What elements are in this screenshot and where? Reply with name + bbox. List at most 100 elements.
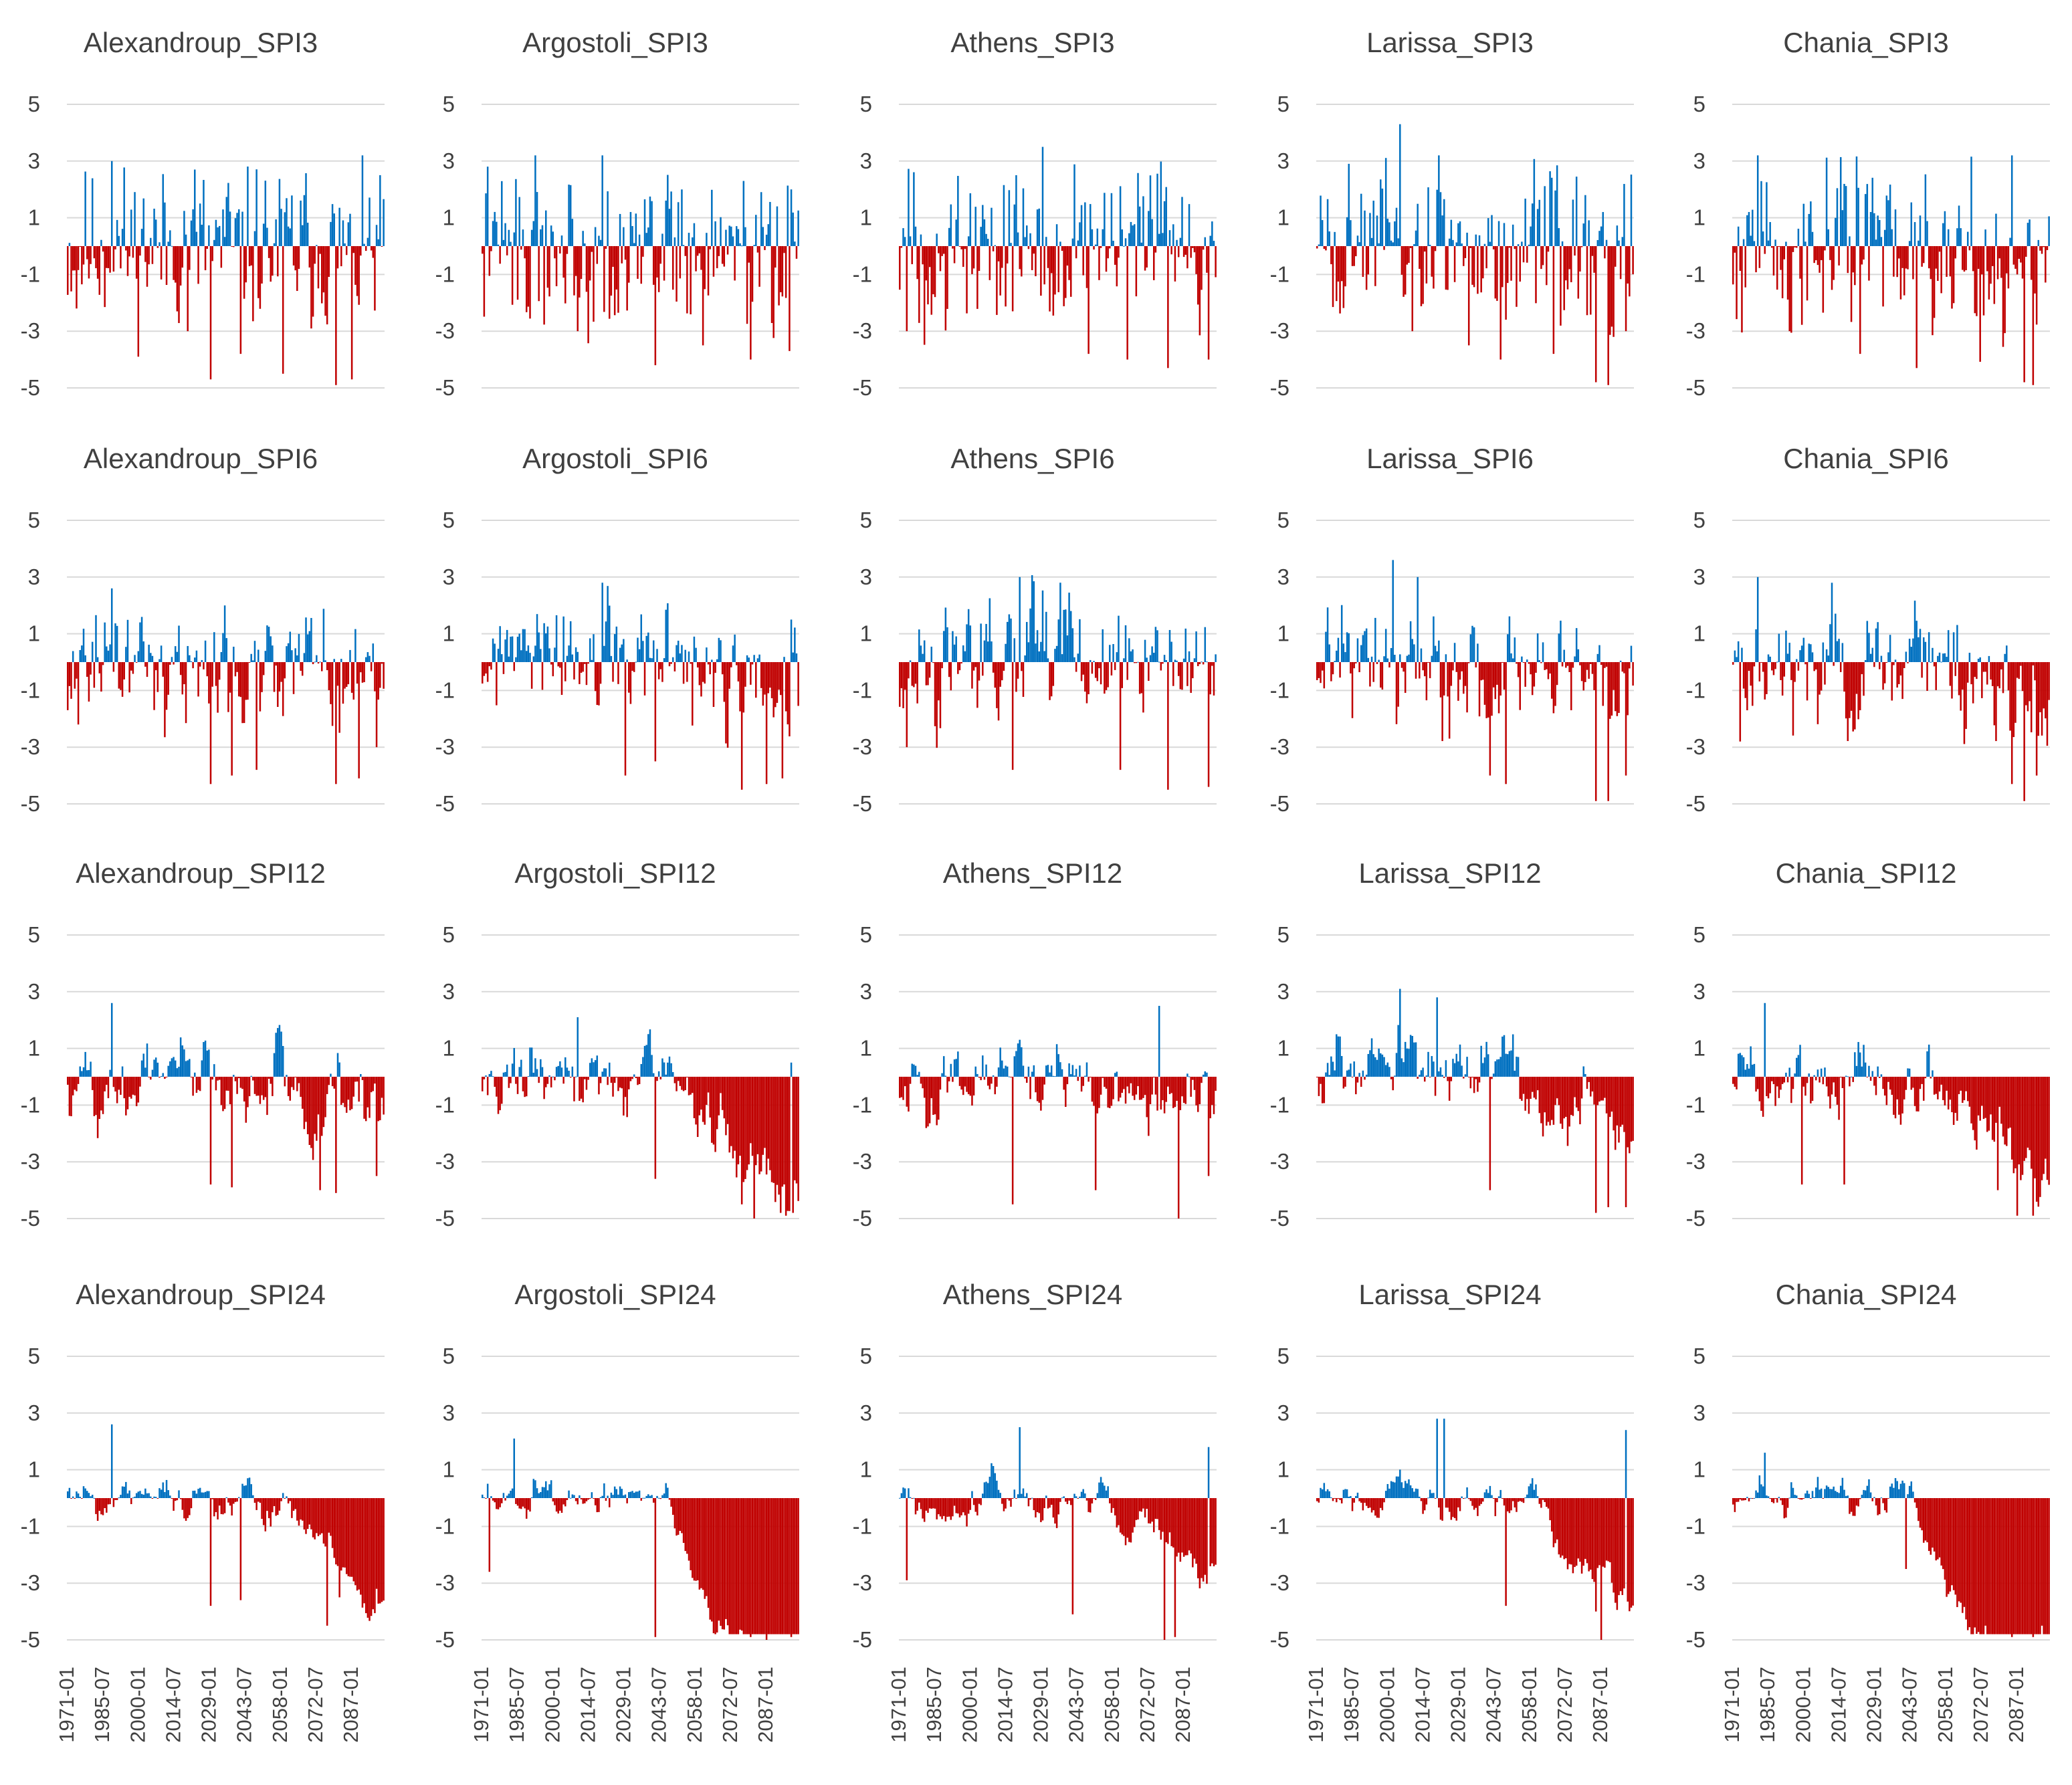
spi-bar xyxy=(1884,1498,1886,1510)
spi-bar xyxy=(268,627,270,662)
spi-bar xyxy=(968,236,970,246)
spi-bar xyxy=(611,246,613,296)
spi-bar xyxy=(1498,221,1500,246)
spi-bar xyxy=(1077,1498,1079,1499)
spi-bar xyxy=(337,662,339,686)
spi-bar xyxy=(741,1498,743,1631)
spi-bar xyxy=(211,1077,213,1079)
spi-bar xyxy=(973,1498,975,1505)
spi-bar xyxy=(960,246,962,249)
spi-bar xyxy=(1911,1481,1913,1498)
spi-bar xyxy=(367,1498,369,1618)
spi-bar xyxy=(1997,1498,1999,1635)
spi-bar xyxy=(148,246,150,264)
spi-bar xyxy=(1197,662,1199,666)
spi-bar xyxy=(1447,246,1449,290)
spi-bar xyxy=(167,1066,169,1077)
spi-bar xyxy=(1920,1077,1922,1089)
spi-bar xyxy=(584,243,586,246)
spi-bar xyxy=(106,647,108,662)
spi-bar xyxy=(932,1498,934,1508)
spi-bar xyxy=(1109,1077,1111,1108)
spi-bar xyxy=(1766,662,1768,694)
spi-bar xyxy=(1548,1077,1550,1122)
spi-bar xyxy=(266,1498,268,1511)
spi-bar xyxy=(1318,1498,1320,1503)
spi-bar xyxy=(1417,204,1419,246)
spi-bar xyxy=(1519,1498,1521,1501)
spi-bar xyxy=(1322,220,1324,246)
spi-bar xyxy=(1962,1077,1964,1103)
spi-bar xyxy=(177,652,179,662)
y-tick-label: 3 xyxy=(1693,148,1705,173)
spi-bar xyxy=(1112,1498,1114,1508)
spi-bar xyxy=(1588,220,1590,246)
spi-bar xyxy=(2004,654,2006,662)
spi-bar xyxy=(1921,246,1923,267)
spi-bar xyxy=(762,1077,764,1155)
spi-bar xyxy=(2029,219,2031,246)
spi-bar xyxy=(601,1071,603,1077)
spi-bar xyxy=(487,167,489,246)
spi-bar xyxy=(1593,662,1595,690)
spi-bar xyxy=(1382,1055,1384,1077)
spi-bar xyxy=(1075,662,1077,672)
spi-bar xyxy=(1754,662,1756,666)
spi-bar xyxy=(1491,1495,1493,1498)
spi-bar xyxy=(1958,1498,1960,1601)
spi-bar xyxy=(998,246,1000,261)
spi-bar xyxy=(148,1493,150,1498)
spi-bar xyxy=(189,655,191,662)
spi-bar xyxy=(1760,1077,1762,1111)
chart-panel-athens-spi24: Athens_SPI24 5 3 1 -1 -3 -5 1971-01 1985-07 2000-… xyxy=(832,1265,1233,1774)
spi-bar xyxy=(2038,662,2040,736)
spi-bar xyxy=(1211,221,1213,246)
spi-bar xyxy=(534,1058,536,1077)
spi-bar xyxy=(1565,1077,1567,1117)
spi-bar xyxy=(1798,1498,1800,1499)
spi-bar xyxy=(2029,1498,2031,1635)
spi-bar xyxy=(266,625,268,662)
spi-bar xyxy=(772,1077,774,1183)
y-tick-label: -5 xyxy=(1686,375,1705,400)
spi-bar xyxy=(374,246,376,310)
spi-bar xyxy=(192,662,194,668)
spi-bar xyxy=(985,624,987,662)
spi-bar xyxy=(1984,1077,1986,1118)
spi-bar xyxy=(1049,1073,1051,1077)
spi-bar xyxy=(1958,1077,1960,1094)
spi-bar xyxy=(743,1077,745,1182)
spi-bar xyxy=(676,246,678,302)
spi-bar xyxy=(1023,189,1025,246)
x-tick-label: 2000-01 xyxy=(540,1667,564,1743)
spi-bar xyxy=(789,662,791,736)
spi-bar xyxy=(92,1495,94,1498)
spi-bar xyxy=(1209,1077,1211,1118)
spi-bar xyxy=(545,211,547,246)
spi-bar xyxy=(1505,1054,1507,1077)
spi-bar xyxy=(1443,662,1445,696)
spi-bar xyxy=(1752,662,1754,706)
spi-bar xyxy=(284,1498,286,1499)
x-tick-label: 2058-01 xyxy=(1518,1667,1541,1743)
spi-bar xyxy=(1852,1077,1854,1082)
spi-bar xyxy=(1358,1498,1360,1501)
spi-bar xyxy=(1504,662,1506,690)
spi-bar xyxy=(371,1498,373,1616)
spi-bar xyxy=(2002,1498,2004,1635)
spi-bar xyxy=(1495,1061,1497,1077)
spi-bar xyxy=(1828,655,1830,662)
spi-bar xyxy=(1955,1077,1957,1113)
spi-bar xyxy=(927,662,929,686)
y-tick-label: 5 xyxy=(1277,922,1289,947)
spi-bar xyxy=(945,1498,947,1521)
spi-bar xyxy=(531,662,533,689)
spi-bar xyxy=(1473,246,1475,287)
spi-bar xyxy=(950,1498,952,1520)
spi-bar xyxy=(217,1077,219,1081)
spi-bar xyxy=(1771,246,1773,247)
spi-bar xyxy=(522,1498,524,1507)
spi-bar xyxy=(1480,246,1482,292)
spi-bar xyxy=(1790,662,1792,680)
spi-bar xyxy=(1766,1077,1768,1096)
